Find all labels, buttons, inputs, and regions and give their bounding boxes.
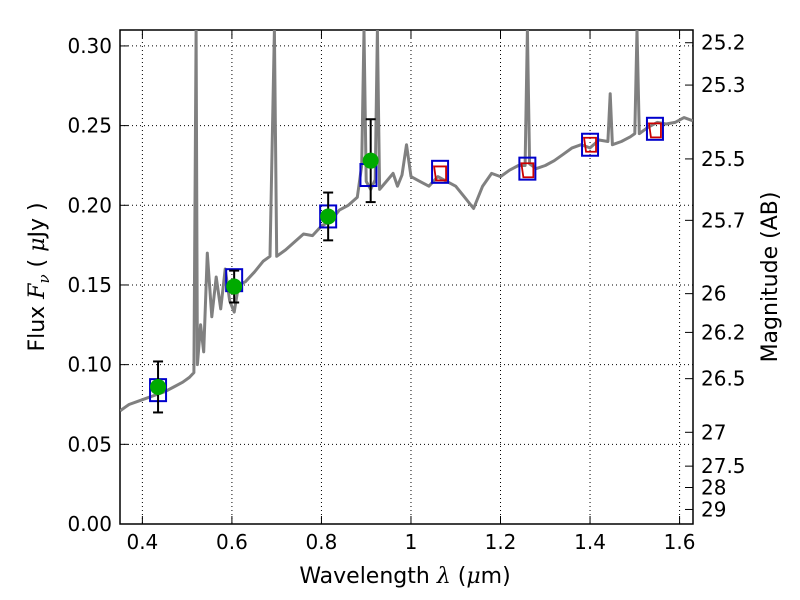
mag-tick-label: 25.2 bbox=[701, 31, 746, 55]
spectrum-line bbox=[120, 30, 693, 413]
upper-limit-marker bbox=[647, 122, 662, 139]
mag-tick-label: 27 bbox=[701, 420, 726, 444]
mag-tick-label: 25.5 bbox=[701, 147, 746, 171]
model-flux-square bbox=[581, 132, 600, 157]
mag-tick-label: 26.5 bbox=[701, 367, 746, 391]
plot-area bbox=[119, 29, 694, 525]
x-tick-label: 0.6 bbox=[216, 530, 248, 554]
mag-tick-label: 25.7 bbox=[701, 208, 746, 232]
x-tick-label: 1.4 bbox=[574, 530, 606, 554]
model-flux-square bbox=[431, 159, 450, 184]
mag-tick-label: 26.2 bbox=[701, 320, 746, 344]
mag-tick-label: 27.5 bbox=[701, 454, 746, 478]
upper-limit-marker bbox=[433, 165, 447, 182]
y-tick-label: 0.30 bbox=[67, 34, 112, 58]
model-flux-square bbox=[645, 116, 664, 141]
mag-tick-label: 28 bbox=[701, 475, 726, 499]
model-flux-square bbox=[518, 156, 537, 181]
y-tick-label: 0.15 bbox=[67, 273, 112, 297]
y-tick-label: 0.00 bbox=[67, 512, 112, 536]
mag-tick-label: 25.3 bbox=[701, 73, 746, 97]
mag-tick-label: 29 bbox=[701, 497, 726, 521]
y-tick-label: 0.10 bbox=[67, 353, 112, 377]
observed-flux-point bbox=[226, 278, 243, 295]
photometry-layer bbox=[149, 116, 664, 414]
y-axis-label: Flux Fν ( μJy ) bbox=[25, 202, 53, 351]
x-axis-label: Wavelength λ (μm) bbox=[299, 564, 510, 589]
upper-limit-marker bbox=[520, 162, 535, 179]
x-tick-label: 1.6 bbox=[664, 530, 696, 554]
upper-limit-marker bbox=[583, 136, 597, 153]
spectrum-layer bbox=[120, 30, 693, 413]
observed-flux-point bbox=[150, 378, 167, 395]
mag-tick-label: 26 bbox=[701, 282, 726, 306]
y-tick-label: 0.05 bbox=[67, 432, 112, 456]
axis-ticks: 0.4 0.6 0.8 1 1.2 1.4 1.6 0.00 0.05 0.10 0.15 0.20 0… bbox=[67, 30, 746, 554]
observed-flux-point bbox=[320, 208, 337, 225]
magnitude-axis-label: Magnitude (AB) bbox=[758, 192, 783, 363]
x-tick-label: 0.4 bbox=[126, 530, 158, 554]
y-tick-label: 0.20 bbox=[67, 193, 112, 217]
observed-flux-point bbox=[362, 152, 379, 169]
y-tick-label: 0.25 bbox=[67, 114, 112, 138]
x-tick-label: 0.8 bbox=[306, 530, 338, 554]
x-tick-label: 1 bbox=[405, 530, 418, 554]
x-tick-label: 1.2 bbox=[485, 530, 517, 554]
